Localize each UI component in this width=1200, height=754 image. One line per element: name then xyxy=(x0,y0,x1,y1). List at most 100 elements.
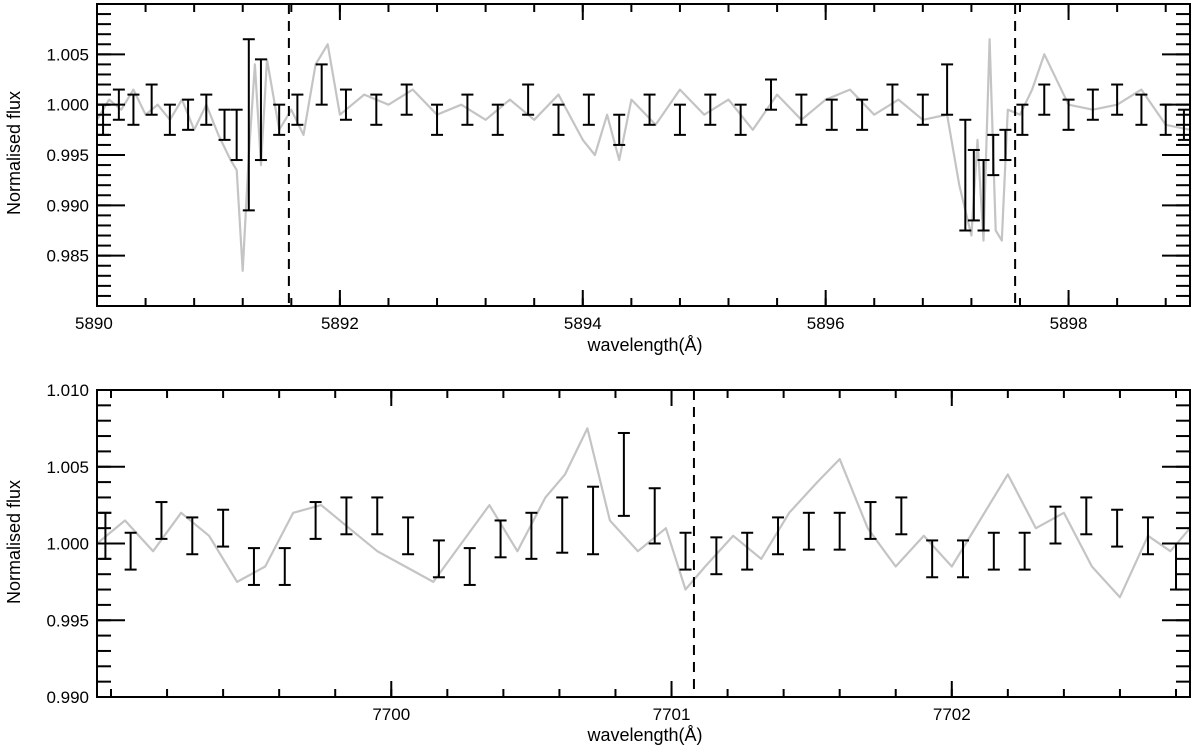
error-bar xyxy=(772,516,785,556)
error-bar xyxy=(1038,83,1051,116)
y-axis-title: Normalised flux xyxy=(4,91,24,215)
error-bar xyxy=(525,511,538,560)
error-bar xyxy=(552,103,565,136)
error-bar xyxy=(1062,98,1075,131)
error-bar xyxy=(1111,83,1124,116)
error-bar xyxy=(370,93,383,126)
error-bar xyxy=(802,511,815,551)
error-bar xyxy=(1141,516,1154,556)
error-bar xyxy=(371,496,384,536)
error-bar xyxy=(127,93,140,126)
error-bar xyxy=(400,83,413,116)
error-bar xyxy=(643,93,656,126)
error-bar xyxy=(673,103,686,136)
error-bar xyxy=(959,118,972,232)
error-bar xyxy=(734,103,747,136)
error-bar xyxy=(186,516,199,556)
error-bar xyxy=(864,501,877,540)
error-bar xyxy=(613,113,626,146)
error-bar xyxy=(247,547,260,586)
error-bar xyxy=(340,496,353,536)
error-bar xyxy=(217,508,230,548)
error-bar xyxy=(1016,103,1029,136)
error-bar xyxy=(967,148,980,222)
y-tick-label: 1.005 xyxy=(46,45,89,64)
error-bar xyxy=(461,93,474,126)
error-bar xyxy=(242,38,255,212)
error-bar xyxy=(795,93,808,126)
error-bar xyxy=(956,539,969,579)
error-bar xyxy=(556,496,569,554)
y-tick-label: 0.995 xyxy=(46,611,89,630)
error-bar xyxy=(765,78,778,111)
error-bar xyxy=(833,511,846,551)
error-bar xyxy=(402,516,415,556)
error-bar xyxy=(309,501,322,540)
error-bar xyxy=(895,496,908,536)
error-bar xyxy=(741,531,754,571)
error-bar xyxy=(916,93,929,126)
error-bar xyxy=(273,103,286,136)
y-tick-label: 1.000 xyxy=(46,96,89,115)
error-bar xyxy=(886,83,899,116)
x-tick-label: 5896 xyxy=(807,314,845,333)
error-bar xyxy=(679,531,692,571)
y-tick-label: 0.985 xyxy=(46,247,89,266)
error-bar xyxy=(1018,531,1031,571)
sodium-panel: Normalised flux wavelength(Å) 0.985 0.990… xyxy=(4,3,1191,355)
y-tick-label: 1.000 xyxy=(46,535,89,554)
x-tick-label: 5890 xyxy=(75,314,113,333)
x-axis-title: wavelength(Å) xyxy=(586,725,702,745)
y-tick-label: 0.995 xyxy=(46,146,89,165)
error-bar xyxy=(582,93,595,126)
error-bar xyxy=(432,539,445,579)
error-bar xyxy=(145,83,158,116)
error-bar xyxy=(463,547,476,586)
spectrum-line xyxy=(97,427,1190,599)
error-bar xyxy=(825,98,838,131)
plot-area xyxy=(97,427,1190,599)
error-bar xyxy=(856,98,869,131)
error-bar xyxy=(200,93,213,126)
error-bar xyxy=(491,103,504,136)
error-bar xyxy=(522,83,535,116)
error-bar xyxy=(278,547,291,586)
x-tick-label: 5894 xyxy=(564,314,602,333)
error-bar xyxy=(339,88,352,121)
y-tick-label: 1.005 xyxy=(46,458,89,477)
error-bar xyxy=(218,108,231,141)
error-bar xyxy=(182,98,195,131)
x-tick-label: 5892 xyxy=(321,314,359,333)
error-bar xyxy=(977,159,990,232)
x-tick-label: 5898 xyxy=(1050,314,1088,333)
potassium-panel: Normalised flux wavelength(Å) 0.990 0.995… xyxy=(4,381,1191,745)
error-bar xyxy=(1135,93,1148,126)
error-bar xyxy=(941,63,954,116)
y-tick-label: 0.990 xyxy=(46,688,89,707)
error-bar xyxy=(926,539,939,579)
error-bar xyxy=(587,485,600,556)
y-tick-label: 1.010 xyxy=(46,381,89,400)
error-bar xyxy=(494,519,507,559)
error-bar xyxy=(163,103,176,136)
error-bar xyxy=(999,128,1012,162)
y-axis-title: Normalised flux xyxy=(4,480,24,604)
error-bar xyxy=(1111,508,1124,548)
plot-frame xyxy=(96,389,1191,698)
error-bar xyxy=(1080,496,1093,536)
error-bar xyxy=(617,431,630,517)
plot-area xyxy=(97,38,1190,272)
error-bar xyxy=(155,501,168,540)
error-bar xyxy=(648,487,661,545)
error-bar xyxy=(254,58,267,162)
error-bar xyxy=(987,133,1000,177)
error-bar xyxy=(704,93,717,126)
error-bar xyxy=(431,103,444,136)
error-bar xyxy=(1086,88,1099,121)
error-bar xyxy=(99,511,112,560)
error-bar xyxy=(710,536,723,576)
error-bar xyxy=(291,93,304,126)
error-bar xyxy=(230,108,243,162)
error-bar xyxy=(987,531,1000,571)
